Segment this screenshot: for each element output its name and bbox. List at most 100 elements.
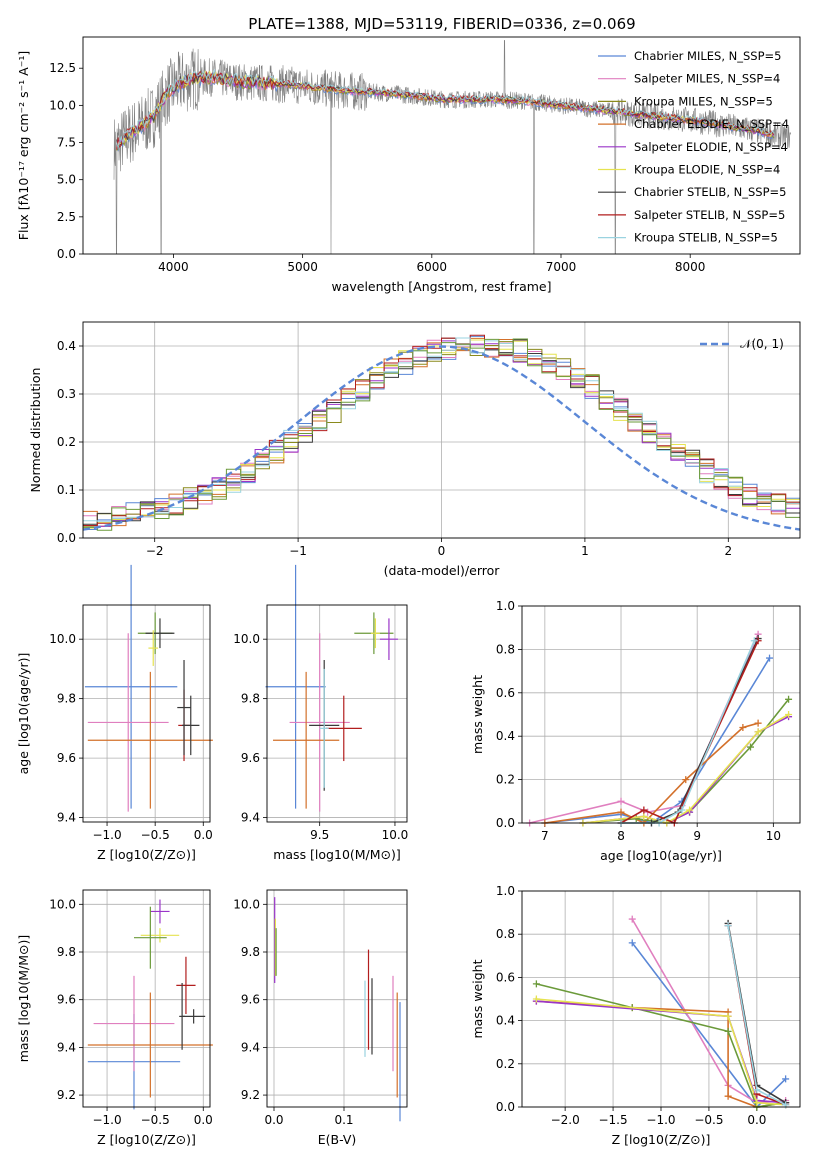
mass-vs-Z-xlabel: Z [log10(Z/Z⊙)]	[97, 1132, 196, 1147]
spectrum-ytick-label-1: 2.5	[57, 210, 76, 224]
spectrum-ytick-label-2: 5.0	[57, 173, 76, 187]
spectrum-ytick-label-5: 12.5	[49, 61, 76, 75]
spectrum-legend-label-7: Salpeter STELIB, N_SSP=5	[634, 208, 785, 222]
age-vs-Z-xtick-label-0: −1.0	[92, 828, 121, 842]
mass-vs-Z-frame	[82, 889, 211, 1108]
weight-vs-age-line-7	[620, 640, 759, 825]
weight-vs-Z-ytick-label-1: 0.2	[496, 1057, 515, 1071]
weight-vs-age-ytick-label-2: 0.4	[496, 729, 515, 743]
residuals-ytick-label-0: 0.0	[57, 531, 76, 545]
weight-vs-Z-marker-3-2	[724, 1027, 732, 1035]
residuals-frame	[82, 321, 801, 539]
residuals-ytick-label-2: 0.2	[57, 435, 76, 449]
spectrum-ylabel: Flux [fλ10⁻¹⁷ erg cm⁻² s⁻¹ A⁻¹]	[16, 51, 31, 240]
residuals-ytick-label-4: 0.4	[57, 339, 76, 353]
mass-vs-EBV-xtick-label-0: 0.0	[264, 1113, 283, 1127]
weight-vs-age-marker-7-1	[640, 806, 648, 814]
weight-vs-age-marker-5-3	[686, 806, 694, 814]
residuals-legend-label: 𝒩(0, 1)	[740, 337, 784, 351]
weight-vs-Z-ytick-label-2: 0.4	[496, 1014, 515, 1028]
spectrum-ytick-label-0: 0.0	[57, 247, 76, 261]
age-vs-Z-ytick-label-2: 9.8	[57, 692, 76, 706]
weight-vs-Z-panel: −2.0 −1.5 −1.0 −0.5 0.0 0.0 0.2 0.4 0.6 0.8 1.0 Z […	[470, 884, 801, 1147]
weight-vs-Z-marker-8-1	[753, 1086, 761, 1094]
residuals-gaussian-curve	[83, 345, 800, 531]
spectrum-xtick-label-4: 8000	[675, 260, 706, 274]
age-vs-Z-ytick-label-1: 9.6	[57, 751, 76, 765]
weight-vs-Z-marker-3-0	[532, 980, 540, 988]
weight-vs-age-marker-3-1	[632, 815, 640, 823]
residuals-xtick-label-4: 2	[724, 544, 732, 558]
weight-vs-age-marker-3-5	[785, 695, 793, 703]
weight-vs-age-marker-3-4	[746, 743, 754, 751]
weight-vs-Z-marker-8-0	[724, 922, 732, 930]
spectrum-xtick-label-3: 7000	[546, 260, 577, 274]
age-vs-mass-xtick-label-1: 10.0	[382, 828, 409, 842]
weight-vs-Z-xtick-label-4: 0.0	[747, 1113, 766, 1127]
residuals-ytick-label-1: 0.1	[57, 483, 76, 497]
weight-vs-Z-xtick-label-3: −0.5	[694, 1113, 723, 1127]
residuals-xtick-label-3: 1	[581, 544, 589, 558]
weight-vs-age-ylabel: mass weight	[470, 675, 485, 754]
weight-vs-age-xtick-label-0: 7	[541, 829, 549, 843]
weight-vs-age-line-2	[544, 722, 759, 824]
residuals-xtick-label-2: 0	[438, 544, 446, 558]
weight-vs-age-panel: 7 8 9 10 0.0 0.2 0.4 0.6 0.8 1.0 age [log10(age/yr…	[470, 599, 801, 863]
weight-vs-age-line-3	[582, 698, 790, 824]
weight-vs-age-marker-5-4	[754, 728, 762, 736]
mass-vs-EBV-ytick-label-3: 9.8	[241, 945, 260, 959]
age-vs-Z-ylabel: age [log10(age/yr)]	[16, 653, 31, 775]
age-vs-Z-ytick-label-0: 9.4	[57, 811, 76, 825]
mass-vs-Z-ytick-label-2: 9.6	[57, 993, 76, 1007]
mass-vs-EBV-ytick-label-4: 10.0	[233, 897, 260, 911]
residuals-hist-9	[83, 338, 800, 531]
plot-layer: 4000 5000 6000 7000 80000.02.55.07.510.012.5…	[16, 36, 801, 1147]
weight-vs-age-marker-2-5	[754, 719, 762, 727]
mass-vs-Z-ytick-label-0: 9.2	[57, 1088, 76, 1102]
weight-vs-age-frame	[521, 605, 801, 824]
weight-vs-Z-marker-0-2	[782, 1075, 790, 1083]
spectrum-frame	[82, 36, 801, 255]
weight-vs-age-ytick-label-0: 0.0	[496, 816, 515, 830]
spectrum-plot-area	[113, 40, 791, 254]
weight-vs-age-ytick-label-4: 0.8	[496, 642, 515, 656]
weight-vs-age-marker-5-5	[785, 711, 793, 718]
weight-vs-age-marker-2-1	[617, 808, 625, 816]
weight-vs-Z-marker-5-2	[753, 1099, 761, 1107]
spectrum-legend-label-2: Kroupa MILES, N_SSP=5	[634, 94, 773, 108]
weight-vs-Z-marker-5-1	[724, 1012, 732, 1020]
age-vs-mass-xtick-label-0: 9.5	[310, 828, 329, 842]
weight-vs-age-xtick-label-1: 8	[617, 829, 625, 843]
residuals-xtick-label-0: −2	[146, 544, 164, 558]
spectrum-xtick-label-2: 6000	[417, 260, 448, 274]
mass-vs-Z-xtick-label-2: 0.0	[194, 1113, 213, 1127]
age-vs-mass-frame	[266, 604, 408, 823]
weight-vs-Z-marker-1-0	[628, 915, 636, 923]
mass-vs-Z-xtick-label-1: −0.5	[141, 1113, 170, 1127]
age-vs-Z-panel: −1.0 −0.5 0.0 9.4 9.6 9.8 10.0 Z [log10(Z/Z⊙)] a…	[16, 564, 213, 862]
age-vs-mass-xlabel: mass [log10(M/M⊙)]	[273, 847, 401, 862]
spectrum-legend-label-6: Chabrier STELIB, N_SSP=5	[634, 185, 786, 199]
mass-vs-EBV-frame	[266, 889, 408, 1108]
weight-vs-age-marker-0-4	[766, 654, 774, 662]
weight-vs-age-ytick-label-3: 0.6	[496, 686, 515, 700]
weight-vs-Z-marker-0-0	[628, 939, 636, 947]
age-vs-Z-ytick-label-3: 10.0	[49, 632, 76, 646]
age-vs-Z-frame	[82, 604, 211, 823]
weight-vs-Z-marker-2-3	[724, 1092, 732, 1100]
weight-vs-Z-xlabel: Z [log10(Z/Z⊙)]	[612, 1132, 711, 1147]
spectrum-legend-label-8: Kroupa STELIB, N_SSP=5	[634, 231, 778, 245]
mass-vs-Z-ytick-label-3: 9.8	[57, 945, 76, 959]
spectrum-legend-label-3: Chabrier ELODIE, N_SSP=4	[634, 117, 789, 131]
weight-vs-age-xtick-label-2: 9	[693, 829, 701, 843]
mass-vs-Z-panel: −1.0 −0.5 0.0 9.2 9.4 9.6 9.8 10.0 Z [log10(Z/Z⊙…	[16, 889, 213, 1147]
mass-vs-Z-ylabel: mass [log10(M/M⊙)]	[16, 935, 31, 1063]
weight-vs-age-line-8	[621, 640, 756, 824]
spectrum-xlabel: wavelength [Angstrom, rest frame]	[331, 279, 551, 294]
age-vs-mass-ytick-label-1: 9.6	[241, 751, 260, 765]
age-vs-mass-ytick-label-3: 10.0	[233, 632, 260, 646]
spectrum-model-6	[116, 71, 774, 150]
residuals-plot-area	[83, 334, 800, 531]
weight-vs-age-line-1	[529, 633, 759, 824]
